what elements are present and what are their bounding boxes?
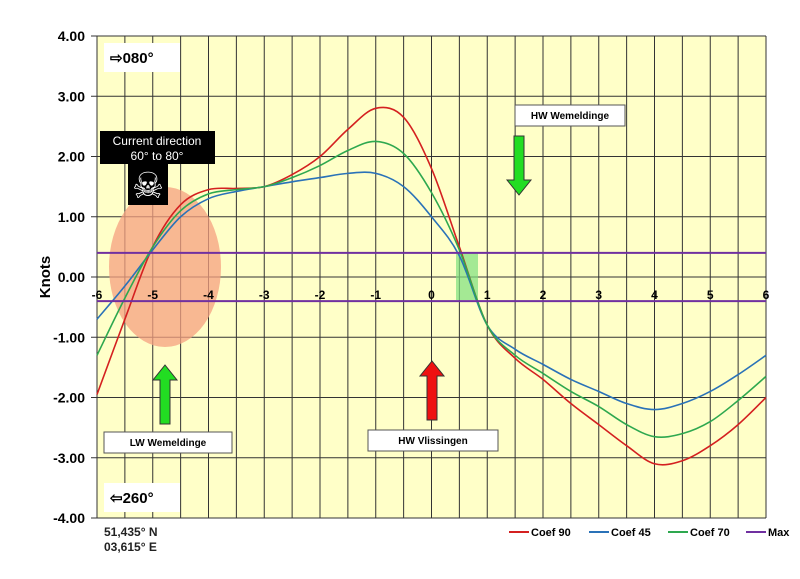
series-line-coef-90 xyxy=(96,106,767,466)
warning-line2: 60° to 80° xyxy=(131,149,184,163)
x-tick-label: -4 xyxy=(203,288,214,302)
warning-line1: Current direction xyxy=(113,134,202,148)
y-tick-label: 2.00 xyxy=(58,149,85,165)
x-tick-label: -5 xyxy=(147,288,158,302)
y-tick-label: 4.00 xyxy=(58,28,85,44)
y-tick-label: -2.00 xyxy=(53,390,85,406)
y-tick-label: 3.00 xyxy=(58,88,85,104)
legend: Coef 90 Coef 45 Coef 70 Max xyxy=(509,527,790,539)
heading-260-label: ⇦260° xyxy=(109,490,154,507)
lw-wemeldinge-box xyxy=(103,431,233,454)
x-tick-label: 4 xyxy=(651,288,658,302)
x-tick-label: 5 xyxy=(707,288,714,302)
position-lon: 03,615° E xyxy=(104,540,157,554)
heading-080-box xyxy=(104,43,180,72)
hw-wemeldinge-box xyxy=(514,104,626,127)
x-tick-label: -3 xyxy=(259,288,270,302)
warning-box xyxy=(100,131,215,164)
skull-icon: ☠ xyxy=(128,163,168,206)
arrow-down-icon xyxy=(505,135,533,196)
y-tick-label: -1.00 xyxy=(53,329,85,345)
heading-260-box xyxy=(104,483,180,512)
legend-label: Coef 90 xyxy=(531,527,571,539)
x-tick-label: 3 xyxy=(595,288,602,302)
x-tick-label: 2 xyxy=(540,288,547,302)
arrow-up-red-icon xyxy=(418,360,446,421)
y-axis-label: Knots xyxy=(37,256,54,299)
x-tick-label: 6 xyxy=(763,288,770,302)
x-tick-label: 1 xyxy=(484,288,491,302)
arrow-up-icon xyxy=(151,364,179,425)
danger-zone-ellipse xyxy=(109,187,221,347)
svg-text:☠: ☠ xyxy=(132,165,164,206)
y-tick-label: 1.00 xyxy=(58,209,85,225)
y-tick-label: -3.00 xyxy=(53,450,85,466)
legend-label: Coef 45 xyxy=(611,527,651,539)
series-line-coef-45 xyxy=(96,171,767,411)
heading-080-label: ⇨080° xyxy=(110,50,154,67)
hw-vlissingen-label: HW Vlissingen xyxy=(398,436,467,447)
y-tick-label: 0.00 xyxy=(58,269,85,285)
x-tick-label: -1 xyxy=(370,288,381,302)
hw-vlissingen-box xyxy=(367,429,499,452)
x-tick-label: 0 xyxy=(428,288,435,302)
position-lat: 51,435° N xyxy=(104,525,158,539)
y-tick-label: -4.00 xyxy=(53,510,85,526)
series-line-coef-70 xyxy=(96,140,767,438)
hw-wemeldinge-label: HW Wemeldinge xyxy=(531,111,610,122)
x-tick-label: -6 xyxy=(92,288,103,302)
legend-label: Max xyxy=(768,527,790,539)
x-tick-label: -2 xyxy=(315,288,326,302)
lw-wemeldinge-label: LW Wemeldinge xyxy=(130,438,207,449)
legend-label: Coef 70 xyxy=(690,527,730,539)
